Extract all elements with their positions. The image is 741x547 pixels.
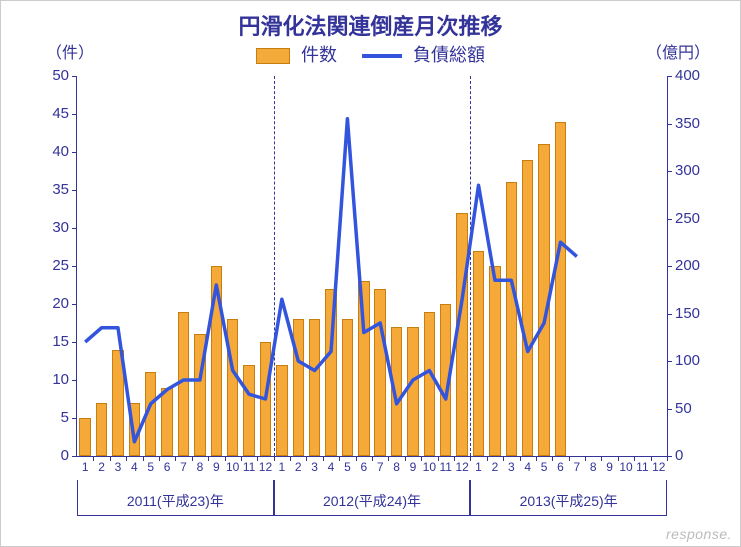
x-month-label: 5	[147, 460, 154, 474]
legend-bar: 件数	[256, 41, 337, 67]
y-left-tick: 5	[39, 409, 69, 426]
y-left-tick: 0	[39, 447, 69, 464]
y-right-tick: 100	[675, 352, 715, 369]
x-month-label: 4	[328, 460, 335, 474]
x-month-label: 3	[311, 460, 318, 474]
x-month-label: 10	[226, 460, 239, 474]
chart-container: 円滑化法関連倒産月次推移 （件） （億円） 件数 負債総額 0510152025…	[0, 0, 741, 547]
year-group-label: 2011(平成23)年	[77, 480, 274, 516]
x-month-label: 1	[82, 460, 89, 474]
x-month-label: 2	[98, 460, 105, 474]
y-left-tick: 20	[39, 295, 69, 312]
x-month-label: 12	[259, 460, 272, 474]
x-month-label: 10	[423, 460, 436, 474]
x-month-label: 5	[541, 460, 548, 474]
x-month-label: 3	[508, 460, 515, 474]
x-month-label: 5	[344, 460, 351, 474]
x-month-label: 3	[115, 460, 122, 474]
x-month-label: 10	[619, 460, 632, 474]
x-month-label: 1	[279, 460, 286, 474]
y-right-tick: 0	[675, 447, 715, 464]
y-left-tick: 35	[39, 181, 69, 198]
y-right-tick: 250	[675, 210, 715, 227]
x-month-label: 4	[524, 460, 531, 474]
y-right-tick: 200	[675, 257, 715, 274]
legend-line: 負債総額	[362, 41, 485, 67]
y-right-tick: 350	[675, 115, 715, 132]
legend: 件数 負債総額	[1, 41, 740, 67]
x-month-label: 8	[590, 460, 597, 474]
y-left-tick: 30	[39, 219, 69, 236]
x-month-label: 11	[636, 460, 648, 474]
x-month-label: 11	[440, 460, 452, 474]
x-month-label: 8	[393, 460, 400, 474]
x-month-label: 12	[455, 460, 468, 474]
x-month-label: 1	[475, 460, 482, 474]
plot-area: 0510152025303540455005010015020025030035…	[76, 76, 668, 457]
y-left-tick: 45	[39, 105, 69, 122]
y-left-tick: 10	[39, 371, 69, 388]
x-month-label: 9	[213, 460, 220, 474]
x-month-label: 12	[652, 460, 665, 474]
chart-title: 円滑化法関連倒産月次推移	[1, 9, 740, 41]
y-left-tick: 15	[39, 333, 69, 350]
x-month-label: 6	[164, 460, 171, 474]
y-right-tick: 400	[675, 67, 715, 84]
x-month-label: 2	[295, 460, 302, 474]
legend-line-swatch	[362, 54, 402, 58]
x-month-label: 6	[557, 460, 564, 474]
y-left-tick: 40	[39, 143, 69, 160]
y-right-tick: 150	[675, 305, 715, 322]
y-right-tick: 50	[675, 400, 715, 417]
x-month-label: 9	[410, 460, 417, 474]
x-month-label: 6	[360, 460, 367, 474]
x-month-label: 9	[606, 460, 613, 474]
year-group-label: 2013(平成25)年	[470, 480, 667, 516]
x-month-label: 7	[574, 460, 581, 474]
x-month-label: 4	[131, 460, 138, 474]
x-month-label: 11	[243, 460, 255, 474]
x-month-label: 8	[197, 460, 204, 474]
year-group-label: 2012(平成24)年	[274, 480, 471, 516]
legend-bar-label: 件数	[301, 45, 337, 65]
legend-bar-swatch	[256, 48, 290, 64]
x-month-label: 7	[180, 460, 187, 474]
x-month-label: 2	[492, 460, 499, 474]
legend-line-label: 負債総額	[413, 45, 485, 65]
y-right-tick: 300	[675, 162, 715, 179]
x-month-label: 7	[377, 460, 384, 474]
line-series	[77, 76, 667, 456]
y-left-tick: 50	[39, 67, 69, 84]
watermark: response.	[666, 526, 732, 542]
y-left-tick: 25	[39, 257, 69, 274]
